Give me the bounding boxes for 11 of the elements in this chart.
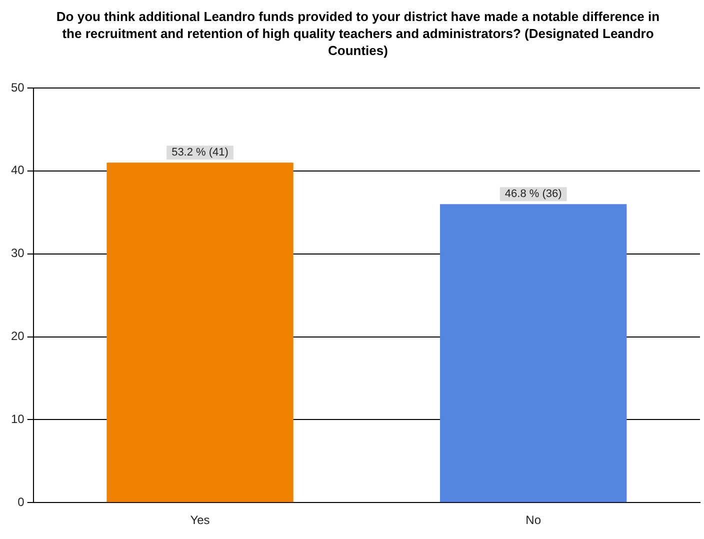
data-label: 46.8 % (36): [504, 188, 562, 200]
x-tick-label: No: [526, 513, 542, 528]
y-tick-label: 20: [10, 329, 25, 344]
y-tick-label: 30: [10, 246, 25, 260]
y-tick-label: 40: [10, 163, 25, 178]
y-tick-label: 0: [18, 494, 25, 509]
chart-title: Do you think additional Leandro funds provided to your district have made a notable difference in the recruitment and retention of high quality teachers and administrators? (Designated Leandro Counties): [55, 8, 661, 60]
y-tick-label: 10: [10, 412, 25, 426]
y-tick-label: 50: [10, 80, 25, 94]
data-label: 53.2 % (41): [172, 146, 228, 159]
x-tick-label: Yes: [190, 513, 210, 528]
